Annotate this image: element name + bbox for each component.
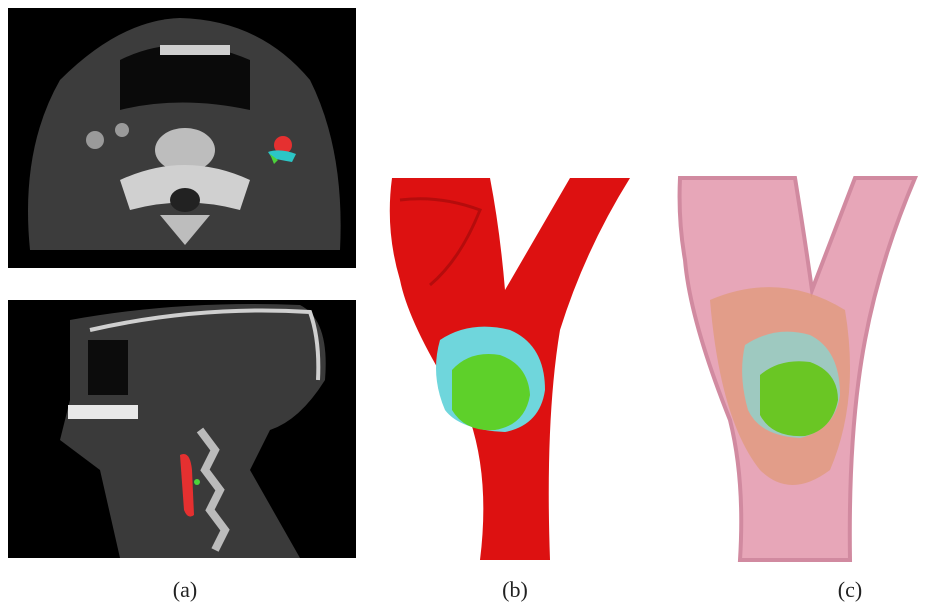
panel-label: (b)	[502, 577, 528, 602]
vessel-render	[390, 178, 630, 560]
figure: (a) (b) (c)	[0, 0, 937, 605]
axial-ct	[8, 8, 356, 268]
sagittal-ct	[8, 300, 356, 558]
translucent-render	[680, 178, 915, 560]
panel-label: (a)	[173, 577, 197, 602]
panel-label: (c)	[838, 577, 862, 602]
